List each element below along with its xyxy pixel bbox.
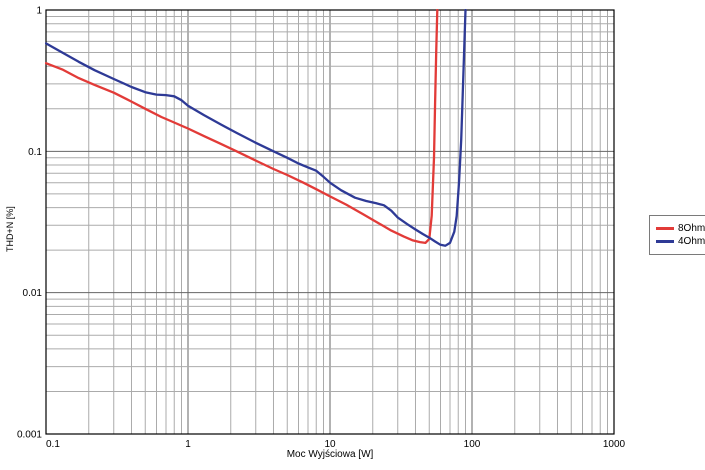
y-axis-label: THD+N [%] — [5, 206, 15, 252]
legend-label-4ohm: 4Ohm — [678, 236, 705, 247]
svg-text:0.1: 0.1 — [46, 439, 60, 450]
svg-text:0.1: 0.1 — [28, 147, 42, 158]
svg-text:1: 1 — [185, 439, 191, 450]
svg-text:1000: 1000 — [603, 439, 626, 450]
svg-text:0.001: 0.001 — [17, 430, 42, 441]
series-line-icon — [656, 227, 674, 230]
legend-item-8ohm: 8Ohm — [656, 223, 705, 234]
legend-item-4ohm: 4Ohm — [656, 236, 705, 247]
svg-text:10: 10 — [324, 439, 336, 450]
svg-text:0.01: 0.01 — [23, 288, 43, 299]
svg-text:1: 1 — [36, 6, 42, 17]
svg-text:100: 100 — [464, 439, 481, 450]
x-axis-label: Moc Wyjściowa [W] — [286, 449, 374, 460]
legend: 8Ohm 4Ohm — [649, 215, 705, 255]
series-line-icon — [656, 240, 674, 243]
legend-label-8ohm: 8Ohm — [678, 223, 705, 234]
